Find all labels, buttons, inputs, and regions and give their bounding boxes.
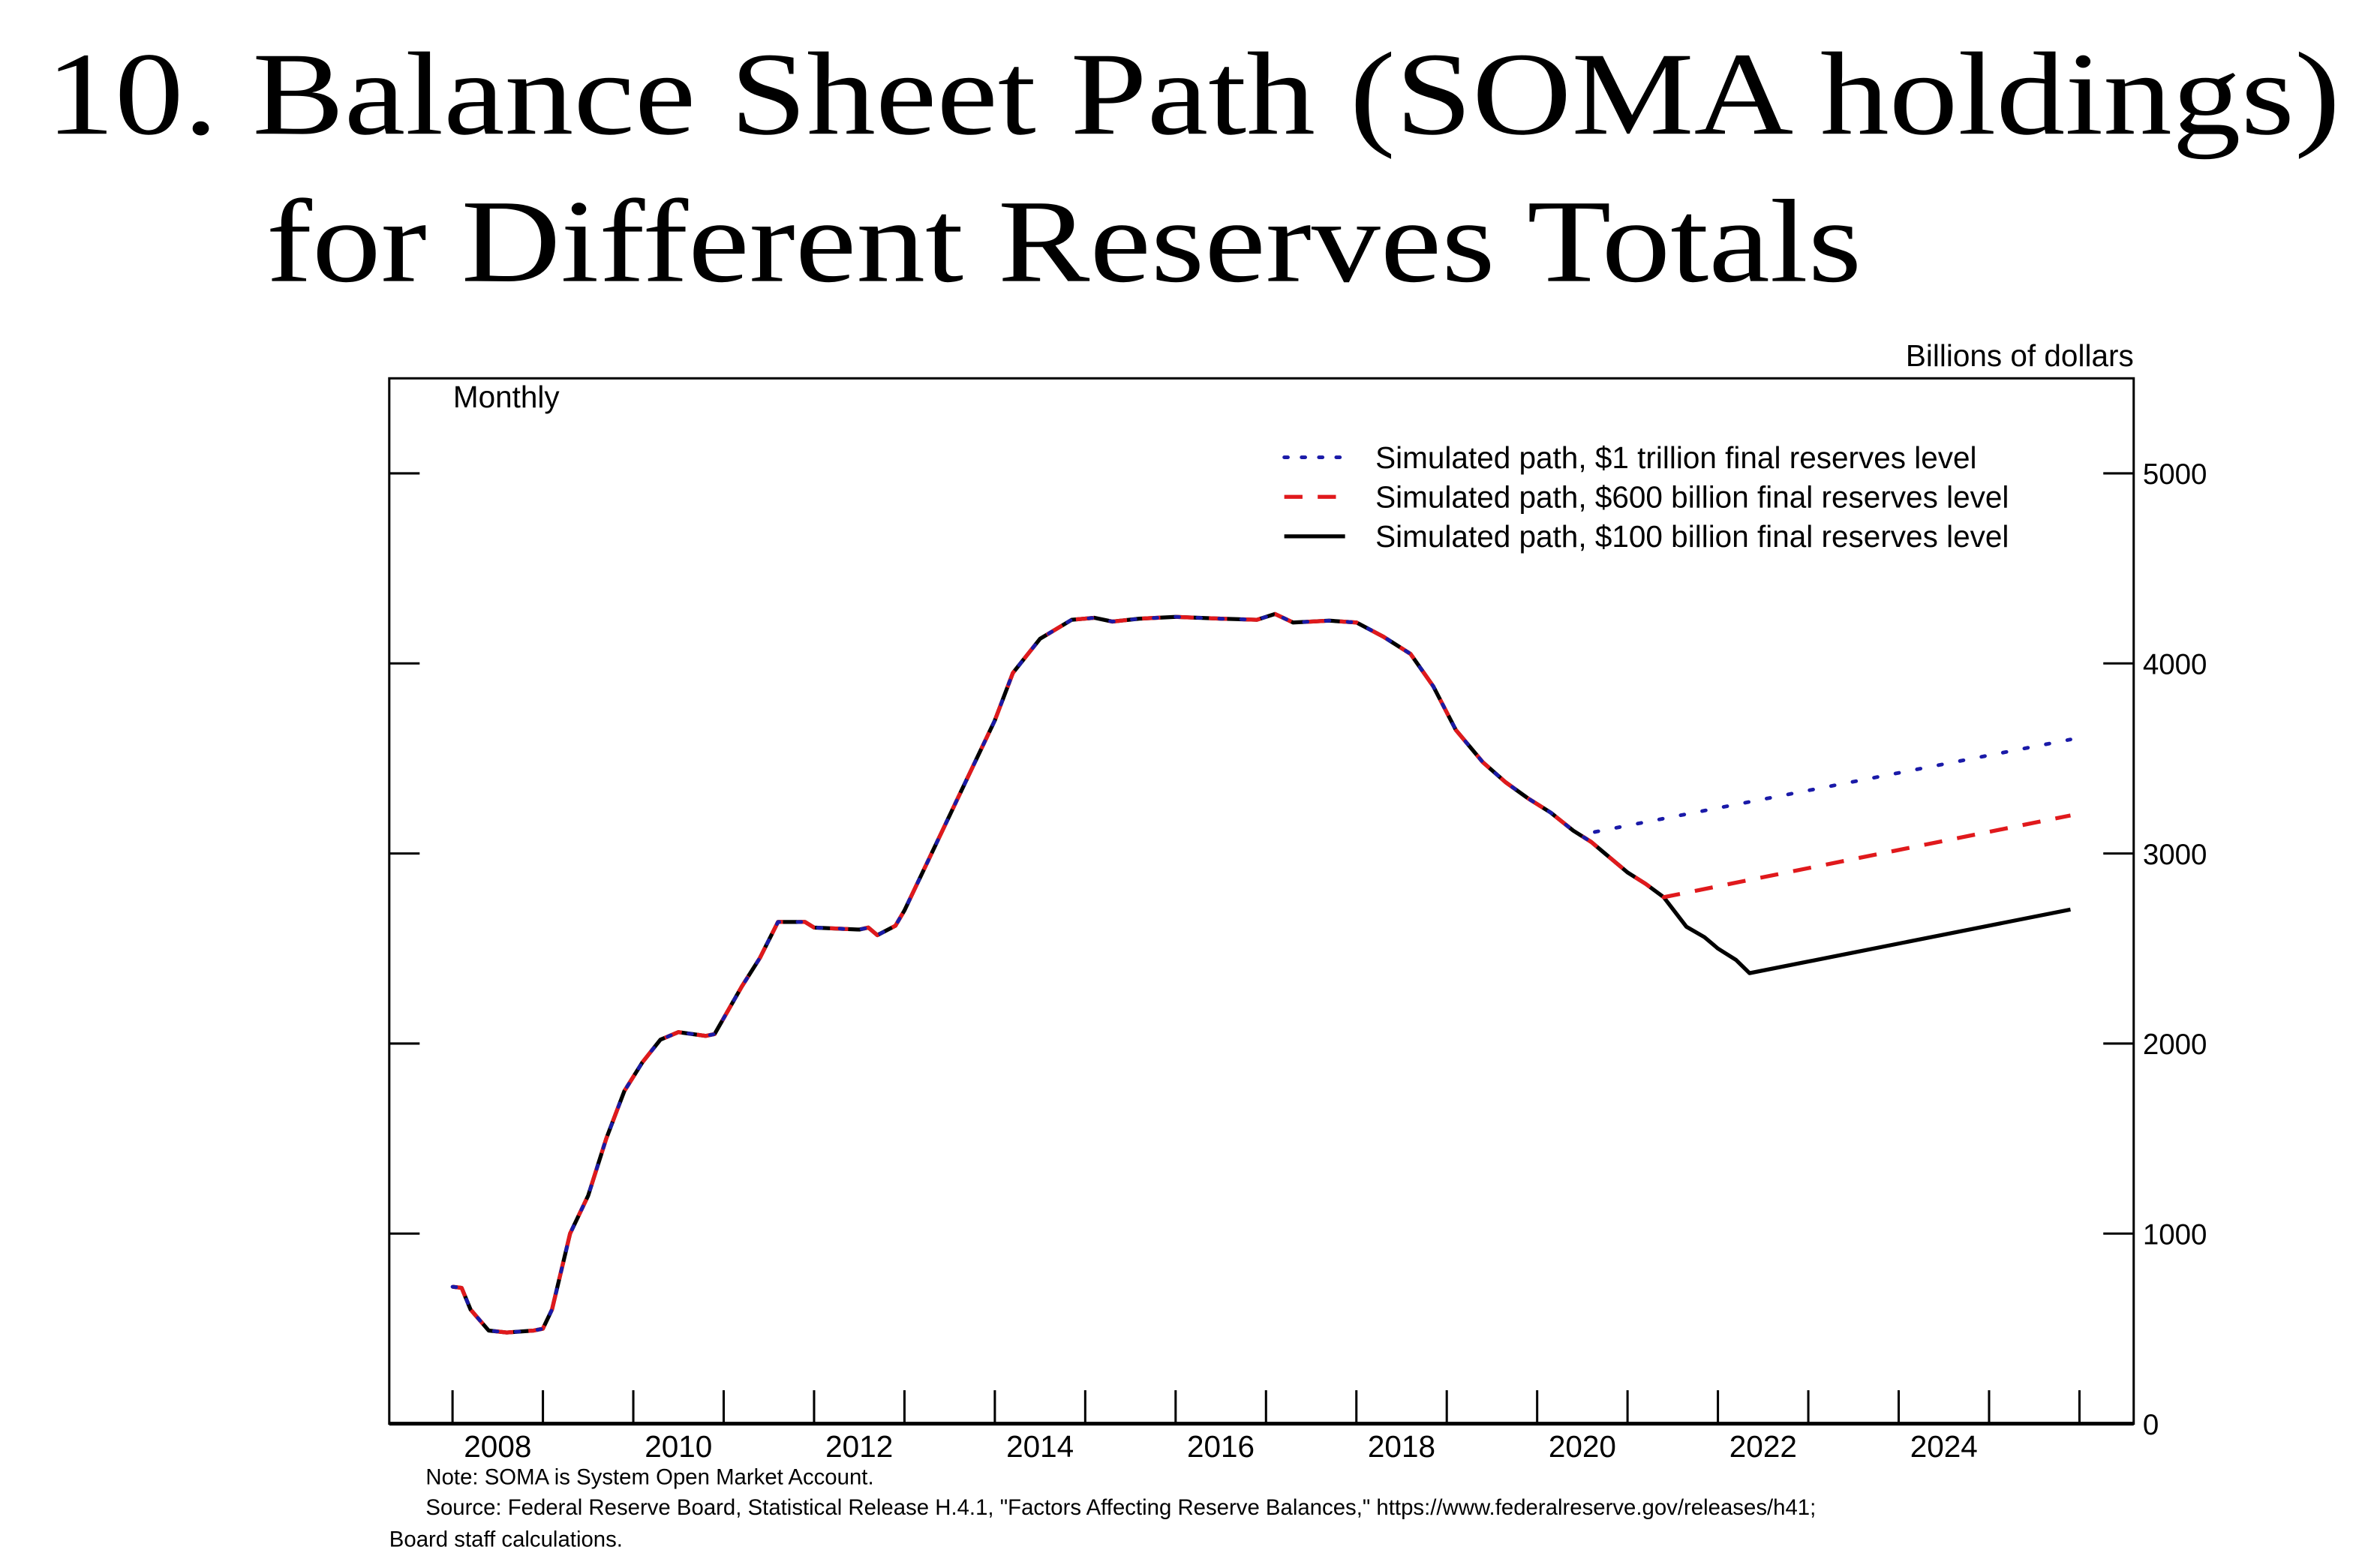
y-tick-label: 1000 [2143, 1218, 2207, 1251]
y-tick-label: 5000 [2143, 458, 2207, 491]
source-text: Source: Federal Reserve Board, Statistic… [425, 1495, 1816, 1520]
x-tick-label: 2020 [1549, 1429, 1616, 1464]
y-tick-label: 4000 [2143, 648, 2207, 680]
legend-label: Simulated path, $1 trillion final reserv… [1375, 440, 1976, 475]
series-line-solid [452, 611, 2071, 1335]
title-line-2: for Different Reserves Totals [266, 176, 1862, 308]
x-tick-label: 2014 [1006, 1429, 1074, 1464]
y-tick-label: 2000 [2143, 1029, 2207, 1061]
y-tick-label: 0 [2143, 1409, 2159, 1441]
frequency-label: Monthly [453, 380, 560, 414]
y-tick-label: 3000 [2143, 839, 2207, 871]
y-axis-label: Billions of dollars [1906, 338, 2134, 373]
x-tick-label: 2018 [1368, 1429, 1435, 1464]
legend-label: Simulated path, $600 billion final reser… [1375, 479, 2009, 514]
legend-item: Simulated path, $600 billion final reser… [1284, 479, 2009, 514]
x-tick-label: 2022 [1729, 1429, 1797, 1464]
x-tick-label: 2012 [825, 1429, 893, 1464]
series-line-dashed [452, 611, 2071, 1335]
title-line-1: 10. Balance Sheet Path (SOMA holdings) [46, 29, 2340, 160]
source-text-continued: Board staff calculations. [389, 1527, 623, 1552]
x-tick-label: 2010 [645, 1429, 712, 1464]
x-tick-label: 2024 [1910, 1429, 1978, 1464]
legend-item: Simulated path, $100 billion final reser… [1284, 519, 2009, 554]
legend-label: Simulated path, $100 billion final reser… [1375, 519, 2009, 554]
x-tick-label: 2008 [464, 1429, 531, 1464]
series-line-dotted [450, 611, 2072, 1335]
x-tick-label: 2016 [1187, 1429, 1255, 1464]
legend-item: Simulated path, $1 trillion final reserv… [1282, 440, 1977, 475]
note-text: Note: SOMA is System Open Market Account… [425, 1465, 873, 1490]
